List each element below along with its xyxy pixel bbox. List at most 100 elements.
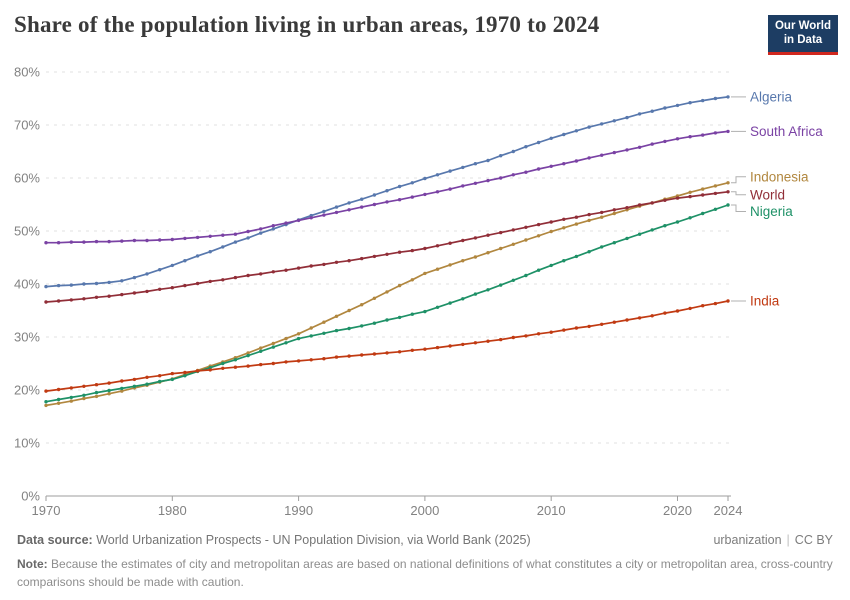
data-point-marker bbox=[574, 159, 579, 163]
data-point-marker bbox=[701, 98, 705, 103]
data-point-marker bbox=[511, 278, 515, 282]
series-line-south-africa[interactable] bbox=[46, 130, 729, 244]
data-point-marker bbox=[56, 283, 61, 288]
data-point-marker bbox=[233, 232, 238, 236]
data-point-marker bbox=[120, 379, 124, 383]
data-point-marker bbox=[511, 173, 515, 177]
data-point-marker bbox=[473, 255, 478, 259]
data-point-marker bbox=[347, 201, 351, 205]
data-point-marker bbox=[410, 278, 414, 282]
data-point-marker bbox=[94, 239, 99, 244]
data-point-marker bbox=[82, 240, 86, 244]
data-point-marker bbox=[183, 236, 187, 241]
note-text: Because the estimates of city and metrop… bbox=[17, 556, 833, 589]
data-point-marker bbox=[309, 216, 313, 220]
data-point-marker bbox=[587, 125, 591, 129]
data-point-marker bbox=[233, 240, 238, 244]
data-point-marker bbox=[183, 259, 187, 263]
data-point-marker bbox=[701, 133, 705, 137]
y-tick-label-20: 20% bbox=[14, 383, 40, 398]
data-point-marker bbox=[713, 301, 718, 306]
series-line-nigeria[interactable] bbox=[45, 204, 729, 403]
license-link[interactable]: CC BY bbox=[794, 533, 833, 547]
data-point-marker bbox=[44, 403, 48, 408]
data-point-marker bbox=[397, 350, 402, 354]
data-point-marker bbox=[650, 314, 654, 318]
data-point-marker bbox=[284, 221, 288, 225]
data-point-marker bbox=[259, 227, 263, 231]
data-point-marker bbox=[233, 365, 238, 369]
data-point-marker bbox=[69, 386, 74, 390]
chart-slug-link[interactable]: urbanization bbox=[713, 533, 782, 547]
data-point-marker bbox=[675, 309, 680, 313]
y-tick-label-40: 40% bbox=[14, 277, 40, 292]
legend-label-world[interactable]: World bbox=[750, 187, 785, 202]
series-markers-india bbox=[44, 299, 730, 393]
data-point-marker bbox=[423, 347, 427, 351]
data-point-marker bbox=[372, 296, 377, 300]
data-point-marker bbox=[347, 259, 351, 263]
data-point-marker bbox=[44, 241, 48, 245]
data-point-marker bbox=[69, 298, 74, 302]
data-point-marker bbox=[158, 379, 162, 384]
series-line-indonesia[interactable] bbox=[45, 181, 729, 407]
data-point-marker bbox=[56, 401, 61, 405]
legend-label-south-africa[interactable]: South Africa bbox=[750, 124, 823, 139]
data-point-marker bbox=[435, 267, 440, 271]
data-point-marker bbox=[600, 122, 604, 126]
data-point-marker bbox=[675, 220, 680, 224]
data-point-marker bbox=[713, 191, 718, 196]
legend-label-algeria[interactable]: Algeria bbox=[750, 89, 793, 104]
data-point-marker bbox=[486, 288, 490, 292]
x-tick-label-2020: 2020 bbox=[663, 503, 692, 518]
data-point-marker bbox=[637, 232, 642, 236]
data-point-marker bbox=[726, 203, 730, 207]
data-point-marker bbox=[688, 135, 692, 139]
legend-label-india[interactable]: India bbox=[750, 293, 780, 308]
data-point-marker bbox=[448, 344, 452, 348]
data-point-marker bbox=[69, 283, 74, 287]
data-point-marker bbox=[170, 286, 174, 290]
data-point-marker bbox=[183, 374, 187, 378]
legend-label-nigeria[interactable]: Nigeria bbox=[750, 204, 793, 219]
footer-divider: | bbox=[786, 533, 790, 547]
data-point-marker bbox=[637, 145, 642, 149]
data-point-marker bbox=[650, 201, 654, 205]
data-point-marker bbox=[625, 318, 629, 322]
data-point-marker bbox=[726, 181, 730, 185]
series-markers-world bbox=[44, 190, 730, 304]
data-point-marker bbox=[259, 349, 263, 353]
note-line: Note: Because the estimates of city and … bbox=[17, 555, 833, 591]
data-point-marker bbox=[435, 345, 440, 350]
data-point-marker bbox=[473, 341, 478, 345]
y-tick-label-80: 80% bbox=[14, 65, 40, 80]
x-tick-label-1980: 1980 bbox=[158, 503, 187, 518]
data-point-marker bbox=[612, 211, 616, 216]
data-point-marker bbox=[574, 215, 579, 219]
data-point-marker bbox=[334, 328, 339, 333]
data-point-marker bbox=[435, 190, 440, 194]
data-point-marker bbox=[410, 248, 414, 253]
data-point-marker bbox=[701, 304, 705, 308]
data-point-marker bbox=[170, 263, 174, 268]
legend-label-indonesia[interactable]: Indonesia bbox=[750, 169, 809, 184]
data-point-marker bbox=[511, 149, 515, 154]
owid-logo[interactable]: Our World in Data bbox=[768, 15, 838, 55]
data-point-marker bbox=[120, 279, 124, 283]
data-point-marker bbox=[309, 264, 313, 268]
data-point-marker bbox=[511, 242, 515, 246]
data-point-marker bbox=[82, 282, 86, 286]
y-tick-label-50: 50% bbox=[14, 224, 40, 239]
data-point-marker bbox=[448, 263, 452, 267]
data-point-marker bbox=[322, 209, 326, 214]
data-point-marker bbox=[120, 292, 124, 297]
data-point-marker bbox=[473, 162, 478, 166]
data-point-marker bbox=[397, 250, 402, 254]
data-point-marker bbox=[650, 109, 654, 113]
data-point-marker bbox=[663, 198, 667, 202]
data-point-marker bbox=[145, 382, 149, 386]
data-point-marker bbox=[107, 294, 111, 298]
data-point-marker bbox=[423, 176, 427, 181]
data-point-marker bbox=[675, 137, 680, 141]
data-point-marker bbox=[158, 238, 162, 242]
